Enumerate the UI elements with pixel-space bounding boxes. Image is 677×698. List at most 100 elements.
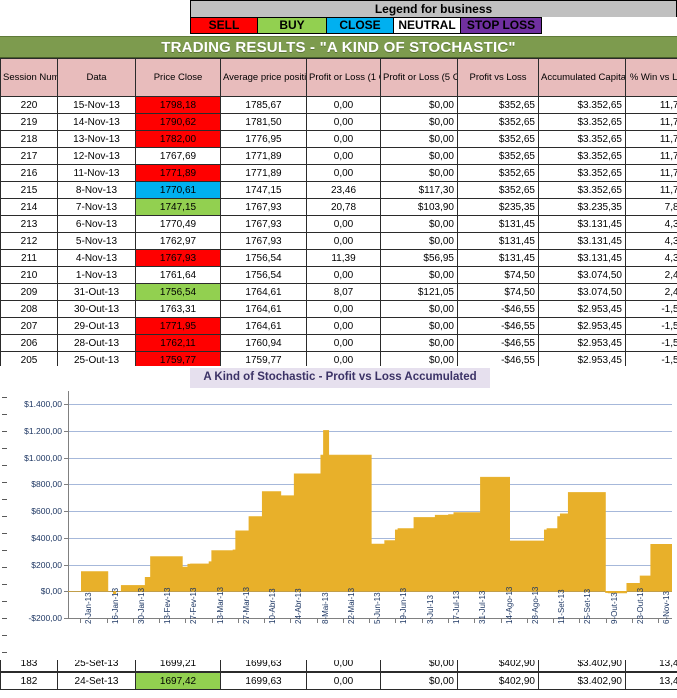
cell-profit_vs_loss: $402,90 xyxy=(457,660,539,672)
cell-data: 14-Nov-13 xyxy=(57,113,136,131)
x-tick xyxy=(447,618,449,623)
table-row: 183 25-Set-13 1699,21 1699,63 0,00 $0,00 $402,… xyxy=(0,660,677,672)
cell-pl_5cfd: $0,00 xyxy=(380,113,458,131)
x-axis-label: 31-Jul-13 xyxy=(478,590,488,624)
cell-avg_price: 1699,63 xyxy=(220,672,307,690)
legend-item-close: CLOSE xyxy=(326,17,394,34)
x-axis-label: 9-Out-13 xyxy=(609,592,619,624)
cell-accumulated: $3.352,65 xyxy=(538,181,626,199)
cell-avg_price: 1771,89 xyxy=(220,164,307,182)
y-tick xyxy=(64,591,68,593)
cell-avg_price: 1760,94 xyxy=(220,334,307,352)
cell-profit_vs_loss: $352,65 xyxy=(457,147,539,165)
x-tick xyxy=(211,618,213,623)
cell-session: 216 xyxy=(0,164,58,182)
cell-session: 182 xyxy=(0,672,58,690)
legend-item-neutral: NEUTRAL xyxy=(393,17,461,34)
table-row: 213 6-Nov-13 1770,49 1767,93 0,00 $0,00 $131,4… xyxy=(0,215,677,233)
col-header-6: Profit vs Loss xyxy=(457,58,539,97)
table-row: 208 30-Out-13 1763,31 1764,61 0,00 $0,00 -$46,… xyxy=(0,300,677,318)
cell-data: 15-Nov-13 xyxy=(57,96,136,114)
cell-session: 218 xyxy=(0,130,58,148)
chart-container: A Kind of Stochastic - Profit vs Loss Ac… xyxy=(0,366,677,671)
cell-avg_price: 1767,93 xyxy=(220,198,307,216)
cell-pl_5cfd: $0,00 xyxy=(380,334,458,352)
cell-pl_1cfd: 0,00 xyxy=(306,334,381,352)
row-marker-dash xyxy=(2,618,7,619)
cell-pl_1cfd: 0,00 xyxy=(306,113,381,131)
cell-price_close: 1763,31 xyxy=(135,300,221,318)
table-row: 215 8-Nov-13 1770,61 1747,15 23,46 $117,30 $35… xyxy=(0,181,677,199)
table-row: 206 28-Out-13 1762,11 1760,94 0,00 $0,00 -$46,… xyxy=(0,334,677,352)
cell-win_vs_loss: 13,43% xyxy=(625,660,677,672)
cell-win_vs_loss: 11,76% xyxy=(625,164,677,182)
cell-price_close: 1767,93 xyxy=(135,249,221,267)
y-axis-label: $200,00 xyxy=(31,559,62,570)
cell-data: 31-Out-13 xyxy=(57,283,136,301)
cell-session: 215 xyxy=(0,181,58,199)
cell-pl_5cfd: $0,00 xyxy=(380,300,458,318)
cell-pl_1cfd: 0,00 xyxy=(306,660,381,672)
cell-win_vs_loss: 7,85% xyxy=(625,198,677,216)
cell-data: 6-Nov-13 xyxy=(57,215,136,233)
cell-accumulated: $3.131,45 xyxy=(538,215,626,233)
cell-price_close: 1762,11 xyxy=(135,334,221,352)
cell-avg_price: 1767,93 xyxy=(220,232,307,250)
cell-data: 11-Nov-13 xyxy=(57,164,136,182)
cell-accumulated: $2.953,45 xyxy=(538,300,626,318)
col-header-0: Session Number xyxy=(0,58,58,97)
cell-accumulated: $3.235,35 xyxy=(538,198,626,216)
cell-price_close: 1761,64 xyxy=(135,266,221,284)
y-tick xyxy=(64,537,68,539)
cell-session: 206 xyxy=(0,334,58,352)
cell-profit_vs_loss: $131,45 xyxy=(457,215,539,233)
row-marker-dash xyxy=(2,533,7,534)
legend-item-stop-loss: STOP LOSS xyxy=(460,17,542,34)
cell-pl_1cfd: 11,39 xyxy=(306,249,381,267)
cell-accumulated: $3.131,45 xyxy=(538,232,626,250)
cell-win_vs_loss: 2,48% xyxy=(625,266,677,284)
col-header-3: Average price positions xyxy=(220,58,307,97)
gridline xyxy=(68,404,672,406)
cell-session: 211 xyxy=(0,249,58,267)
cell-win_vs_loss: 11,76% xyxy=(625,147,677,165)
x-tick xyxy=(80,618,82,623)
x-axis-label: 14-Ago-13 xyxy=(504,586,514,624)
x-axis-label: 28-Ago-13 xyxy=(530,586,540,624)
cell-accumulated: $3.352,65 xyxy=(538,113,626,131)
page-title: TRADING RESULTS - "A KIND OF STOCHASTIC" xyxy=(0,36,677,58)
legend-cells: SELL BUY CLOSE NEUTRAL STOP LOSS xyxy=(190,17,677,34)
row-marker-dash xyxy=(2,414,7,415)
y-axis-label: $1.000,00 xyxy=(24,452,62,463)
cell-profit_vs_loss: $235,35 xyxy=(457,198,539,216)
x-tick xyxy=(631,618,633,623)
cell-avg_price: 1756,54 xyxy=(220,266,307,284)
y-axis-label: $1.200,00 xyxy=(24,426,62,437)
cell-avg_price: 1764,61 xyxy=(220,317,307,335)
y-tick xyxy=(64,618,68,619)
x-tick xyxy=(159,618,161,623)
y-tick xyxy=(64,564,68,566)
cell-accumulated: $3.131,45 xyxy=(538,249,626,267)
cell-accumulated: $3.402,90 xyxy=(538,672,626,690)
x-axis-label: 16-Jan-13 xyxy=(110,587,120,624)
y-tick xyxy=(64,431,68,433)
cell-pl_5cfd: $56,95 xyxy=(380,249,458,267)
cell-avg_price: 1756,54 xyxy=(220,249,307,267)
table-row: 207 29-Out-13 1771,95 1764,61 0,00 $0,00 -$46,… xyxy=(0,317,677,335)
cell-session: 213 xyxy=(0,215,58,233)
row-marker-dash xyxy=(2,448,7,449)
cell-profit_vs_loss: $131,45 xyxy=(457,232,539,250)
cell-pl_1cfd: 23,46 xyxy=(306,181,381,199)
cell-price_close: 1790,62 xyxy=(135,113,221,131)
x-tick xyxy=(316,618,318,623)
cell-session: 220 xyxy=(0,96,58,114)
cell-profit_vs_loss: -$46,55 xyxy=(457,334,539,352)
x-axis-label: 27-Mar-13 xyxy=(241,587,251,624)
cell-data: 30-Out-13 xyxy=(57,300,136,318)
cell-avg_price: 1699,63 xyxy=(220,660,307,672)
cell-data: 29-Out-13 xyxy=(57,317,136,335)
x-tick xyxy=(605,618,607,623)
cell-price_close: 1767,69 xyxy=(135,147,221,165)
cell-price_close: 1699,21 xyxy=(135,660,221,672)
